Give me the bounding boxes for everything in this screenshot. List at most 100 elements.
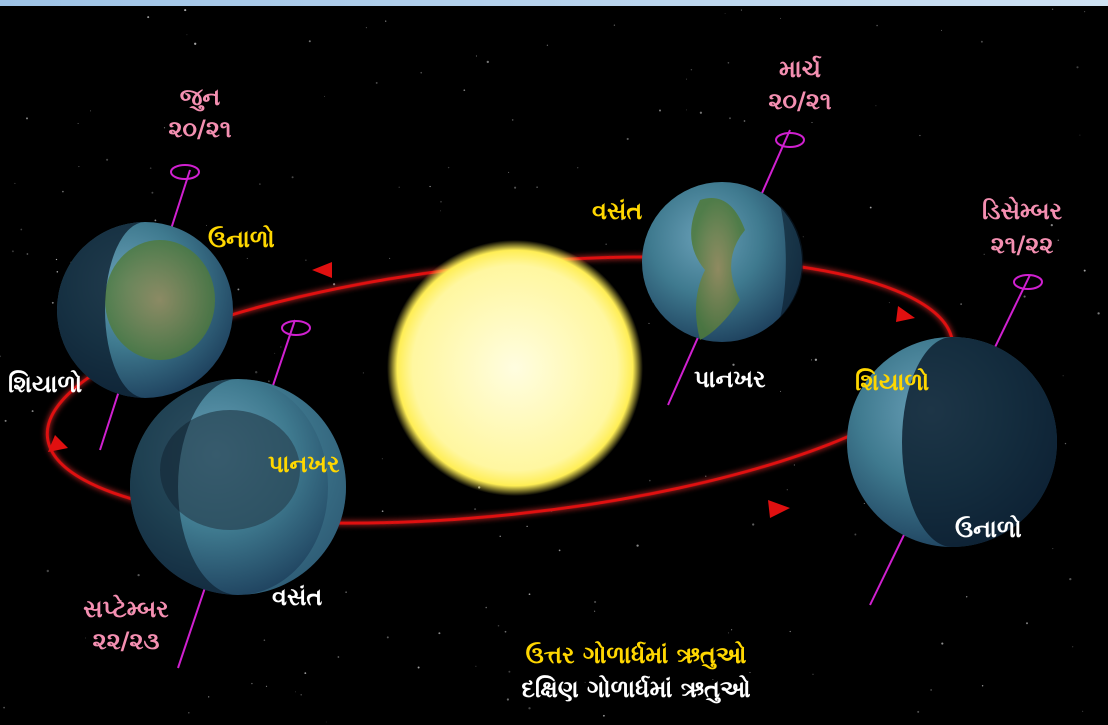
star [399,187,400,188]
star [147,16,149,18]
star [876,25,878,27]
star [1084,11,1085,12]
star [941,30,942,31]
star [1079,135,1080,136]
star [728,62,730,64]
star [917,711,919,713]
star [889,302,890,303]
earth-march [642,130,804,405]
star [659,110,661,112]
star [266,686,267,687]
star [268,380,270,382]
star [154,219,156,221]
star [440,211,441,212]
star [728,632,729,633]
star [749,672,750,673]
star [982,685,983,686]
star [366,27,367,28]
star [57,271,59,273]
star [536,186,537,187]
star [389,258,390,259]
star [438,632,440,634]
star [474,508,476,510]
star [184,9,186,11]
star [594,611,595,612]
star [741,10,742,11]
star [247,258,248,259]
star [237,288,239,290]
earth-december [847,275,1057,605]
star [514,187,516,189]
star [56,259,57,260]
date-label: ૨૦/૨૧ [768,87,831,115]
star [780,18,781,19]
star [507,698,509,700]
star [487,61,489,63]
star [649,480,651,482]
north-season: શિયાળો [855,367,929,396]
star [1069,578,1071,580]
star [794,464,795,465]
north-season: ઉનાળો [208,224,275,253]
star [338,656,340,658]
star [26,117,28,119]
star [78,166,79,167]
star [606,244,607,245]
star [577,167,578,168]
star [475,666,476,667]
star [1052,548,1053,549]
star [463,89,465,91]
legend-north: ઉત્તર ગોળાર્ધમાં ઋતુઓ [526,640,747,669]
star [984,254,985,255]
star [508,671,510,673]
star [627,138,629,140]
star [3,707,5,709]
south-season: શિયાળો [8,369,82,398]
star [919,135,920,136]
star [614,25,615,26]
page: જુન ૨૦/૨૧ માર્ચ ૨૦/૨૧ ડિસેમ્બર ૨૧/૨૨ સપ્… [0,0,1108,725]
month-label: જુન [180,83,221,111]
star [966,596,967,597]
star [603,715,605,717]
star [636,544,638,546]
star [1076,66,1078,68]
star [864,503,865,504]
star [526,526,527,527]
south-season: પાનખર [694,365,766,393]
date-label: ૨૧/૨૨ [991,231,1054,259]
star [1052,9,1053,10]
star [528,707,530,709]
star [429,186,430,187]
star [259,183,260,184]
star [300,694,302,696]
star [1063,375,1064,376]
star [440,201,442,203]
star [500,536,501,537]
star [941,643,943,645]
date-label: ૨૨/૨૩ [92,627,159,655]
star [981,41,983,43]
star [150,167,152,169]
star [20,229,22,231]
sun [387,240,643,496]
star [387,636,389,638]
star [32,410,34,412]
star [1065,443,1066,444]
star [725,13,726,14]
star [594,601,596,603]
star [649,323,650,324]
star [333,283,335,285]
star [52,302,54,304]
star [1072,646,1073,647]
star [251,683,252,684]
star [186,34,187,35]
star [5,420,7,422]
star [194,43,196,45]
star [188,712,190,714]
star [930,689,931,690]
north-season: વસંત [592,197,642,225]
star [47,570,49,572]
star [813,674,814,675]
star [137,574,139,576]
